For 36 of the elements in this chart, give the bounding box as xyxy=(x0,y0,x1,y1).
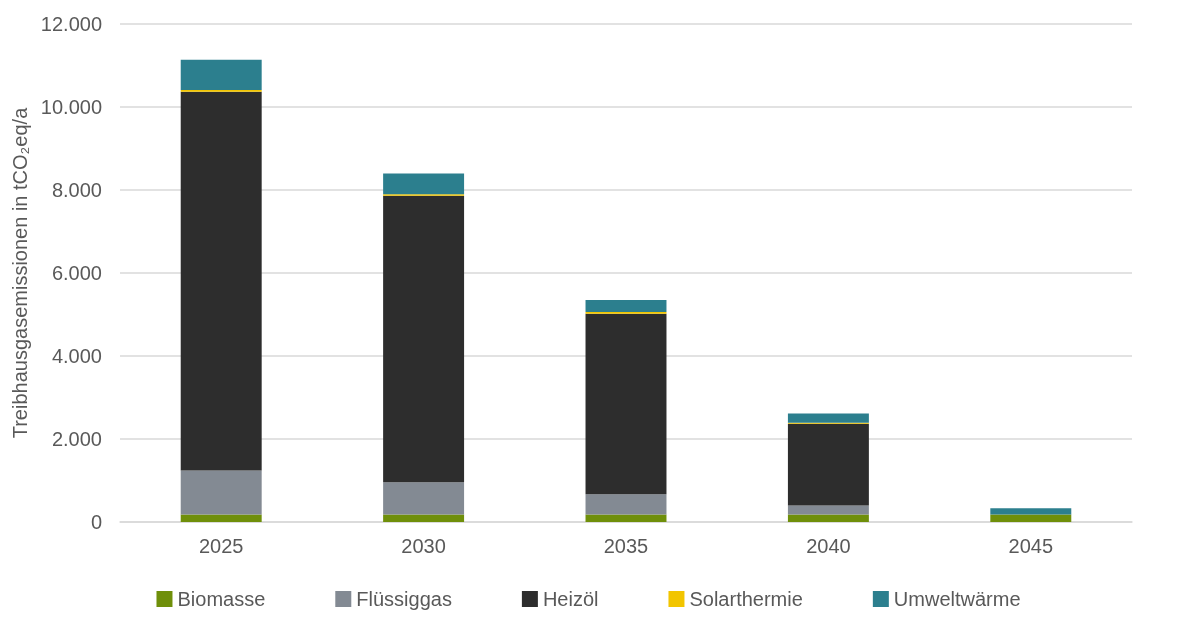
bar xyxy=(585,299,667,313)
bar xyxy=(180,91,262,471)
bar xyxy=(787,413,869,423)
bar xyxy=(990,514,1072,522)
y-tick-label: 6.000 xyxy=(51,262,102,284)
y-tick-label: 2.000 xyxy=(51,428,102,450)
y-tick-label: 8.000 xyxy=(51,179,102,201)
bar xyxy=(383,173,465,195)
y-axis-title: Treibhausgasemissionen in tCO₂eq/a xyxy=(8,106,31,439)
bar xyxy=(787,514,869,522)
x-tick-label: 2030 xyxy=(401,535,446,557)
bar xyxy=(180,59,262,90)
y-tick-label: 10.000 xyxy=(40,96,102,118)
y-tick-label: 12.000 xyxy=(40,13,102,35)
x-tick-label: 2045 xyxy=(1008,535,1054,557)
y-tick-label: 0 xyxy=(90,511,102,533)
bar xyxy=(585,514,667,522)
bar xyxy=(990,508,1072,515)
bar xyxy=(180,470,262,515)
bar xyxy=(787,423,869,506)
x-tick-label: 2035 xyxy=(603,535,649,557)
bar xyxy=(585,494,667,515)
legend-label: Flüssiggas xyxy=(356,588,452,610)
bar xyxy=(787,505,869,515)
x-tick-label: 2025 xyxy=(198,535,244,557)
legend-label: Umweltwärme xyxy=(893,588,1021,610)
x-tick-label: 2040 xyxy=(806,535,851,557)
bar xyxy=(383,195,465,483)
legend-label: Heizöl xyxy=(542,588,599,610)
legend-label: Solarthermie xyxy=(689,588,803,610)
bar xyxy=(383,482,465,515)
legend-label: Biomasse xyxy=(177,588,266,610)
bar xyxy=(585,313,667,495)
y-tick-label: 4.000 xyxy=(51,345,102,367)
bar xyxy=(180,514,262,522)
bar xyxy=(383,514,465,522)
